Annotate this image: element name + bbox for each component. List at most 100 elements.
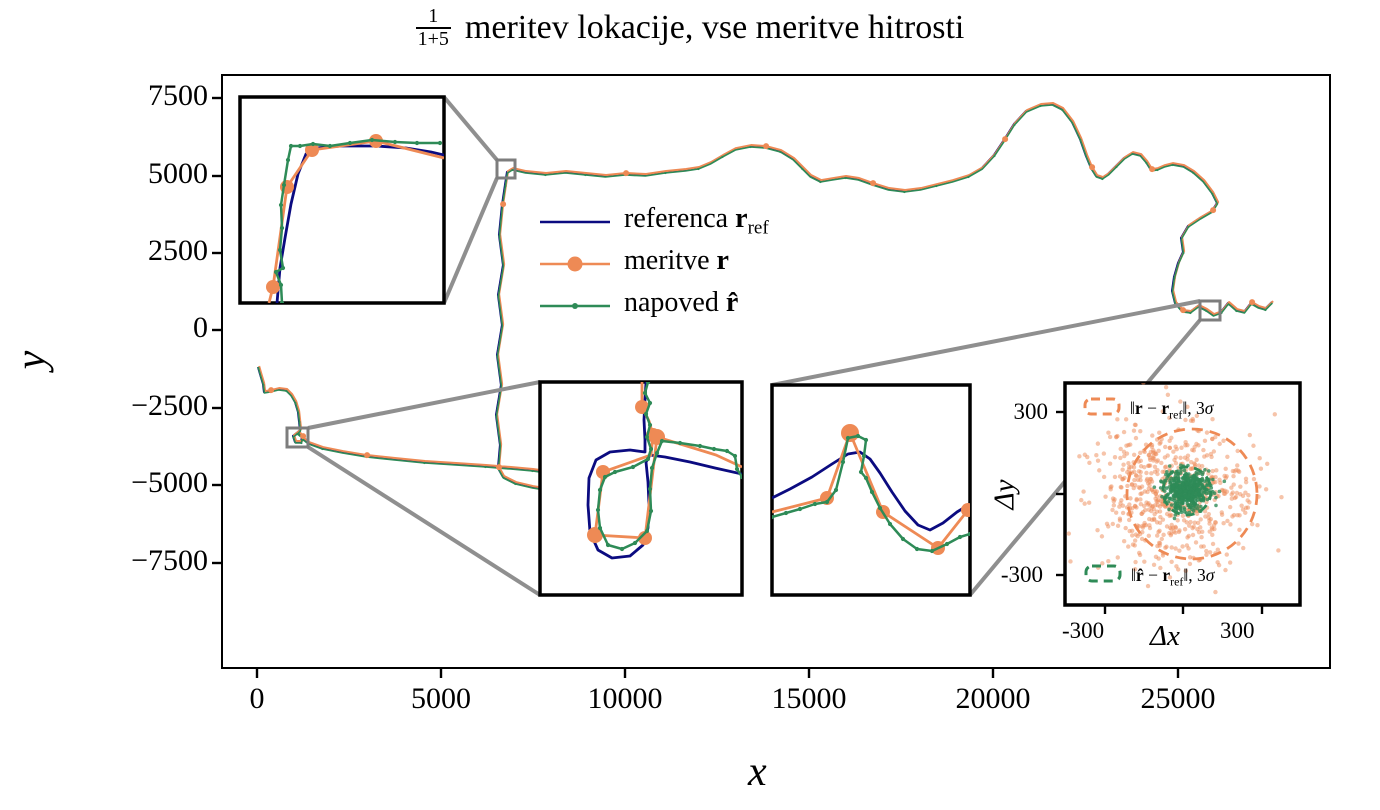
meritve-error-point bbox=[1190, 532, 1196, 538]
napoved-error-point bbox=[1187, 493, 1191, 497]
meritve-error-point bbox=[1151, 562, 1157, 567]
meritve-error-point bbox=[1110, 496, 1116, 501]
inset-napoved-marker bbox=[772, 514, 775, 520]
meritve-error-point bbox=[1180, 513, 1186, 519]
zoom-inset-content bbox=[772, 424, 970, 555]
meritve-error-point bbox=[1163, 444, 1168, 450]
napoved-marker bbox=[903, 190, 906, 194]
meritve-error-point bbox=[1145, 583, 1151, 589]
meritve-error-point bbox=[1107, 461, 1113, 466]
napoved-marker bbox=[484, 465, 487, 469]
napoved-error-point bbox=[1217, 489, 1222, 494]
meritve-error-point bbox=[1108, 487, 1113, 492]
meritve-error-point bbox=[1245, 498, 1250, 503]
meritve-error-point bbox=[1117, 474, 1123, 479]
napoved-error-point bbox=[1211, 477, 1215, 482]
meritve-error-point bbox=[1079, 497, 1084, 503]
meritve-error-point bbox=[1174, 564, 1179, 569]
napoved-error-point bbox=[1193, 506, 1197, 510]
inset-napoved-marker bbox=[900, 536, 906, 542]
inset-napoved-marker bbox=[845, 435, 851, 441]
meritve-error-point bbox=[1136, 524, 1142, 529]
meritve-error-point bbox=[1188, 519, 1193, 525]
zoom-inset-frame bbox=[238, 95, 446, 305]
title-fraction: 1 1+5 bbox=[415, 5, 451, 50]
meritve-error-point bbox=[1204, 548, 1209, 554]
error-ytick-bottom-label: -300 bbox=[1000, 562, 1043, 587]
meritve-error-point bbox=[1110, 507, 1115, 513]
napoved-marker bbox=[779, 150, 782, 154]
meritve-error-point bbox=[1213, 434, 1218, 440]
meritve-error-point bbox=[1230, 468, 1236, 474]
meritve-error-point bbox=[1150, 433, 1155, 438]
meritve-error-point bbox=[1224, 489, 1230, 494]
meritve-error-point bbox=[1217, 477, 1222, 482]
inset-napoved-marker bbox=[783, 510, 789, 516]
meritve-error-point bbox=[1132, 477, 1137, 483]
meritve-error-point bbox=[1101, 451, 1107, 456]
napoved-error-point bbox=[1183, 489, 1188, 494]
meritve-error-point bbox=[1199, 534, 1204, 540]
meritve-error-point bbox=[1115, 523, 1121, 529]
napoved-error-point bbox=[1204, 483, 1209, 488]
meritve-error-point bbox=[1123, 525, 1128, 531]
meritve-error-point bbox=[1087, 460, 1092, 466]
napoved-error-point bbox=[1189, 487, 1194, 492]
napoved-error-point bbox=[1176, 472, 1181, 476]
meritve-error-point bbox=[1118, 484, 1124, 490]
napoved-marker bbox=[497, 294, 500, 298]
meritve-error-point bbox=[1237, 527, 1242, 533]
meritve-error-point bbox=[1173, 546, 1178, 551]
inset-napoved-marker bbox=[677, 440, 683, 446]
meritve-error-point bbox=[1160, 553, 1166, 558]
napoved-error-point bbox=[1177, 485, 1182, 489]
meritve-error-point bbox=[1167, 415, 1172, 421]
meritve-error-point bbox=[1169, 559, 1174, 564]
meritve-error-point bbox=[1225, 518, 1230, 524]
meritve-error-point bbox=[1187, 555, 1193, 560]
meritve-error-point bbox=[1114, 434, 1119, 440]
legend-sample-big-dot bbox=[567, 256, 583, 272]
error-legend-napoved-label: ‖r̂ − rref‖, 3σ bbox=[1131, 565, 1215, 589]
inset-napoved-marker bbox=[824, 499, 830, 505]
inset-napoved-marker bbox=[833, 487, 839, 493]
meritve-error-point bbox=[1158, 498, 1164, 503]
napoved-error-point bbox=[1152, 485, 1157, 490]
napoved-marker bbox=[844, 176, 847, 180]
meritve-error-point bbox=[1140, 529, 1145, 535]
napoved-marker bbox=[1187, 225, 1190, 229]
napoved-marker bbox=[1192, 171, 1195, 175]
meritve-error-point bbox=[1127, 464, 1132, 470]
meritve-error-point bbox=[1149, 479, 1155, 484]
meritve-error-point bbox=[1238, 484, 1243, 489]
meritve-error-point bbox=[1192, 520, 1197, 525]
meritve-error-point bbox=[1121, 462, 1126, 467]
error-ytick-top-label: 300 bbox=[1013, 399, 1049, 424]
meritve-marker bbox=[1180, 307, 1187, 314]
napoved-error-point bbox=[1183, 494, 1187, 498]
meritve-error-point bbox=[1191, 448, 1197, 453]
meritve-error-point bbox=[1126, 517, 1132, 523]
inset-meritve-marker bbox=[305, 143, 319, 157]
meritve-error-point bbox=[1162, 465, 1168, 470]
napoved-error-point bbox=[1192, 480, 1196, 484]
meritve-error-point bbox=[1123, 417, 1129, 422]
y-tick-label: 7500 bbox=[148, 79, 208, 112]
meritve-error-point bbox=[1210, 532, 1215, 538]
meritve-error-point bbox=[1132, 567, 1138, 572]
meritve-error-point bbox=[1224, 552, 1229, 557]
inset-napoved-marker bbox=[644, 528, 650, 534]
meritve-error-point bbox=[1183, 568, 1188, 574]
meritve-error-point bbox=[1210, 541, 1216, 547]
napoved-marker bbox=[1039, 104, 1042, 108]
napoved-marker bbox=[664, 171, 667, 175]
meritve-marker bbox=[364, 452, 371, 459]
napoved-error-point bbox=[1195, 477, 1199, 482]
napoved-error-point bbox=[1179, 468, 1183, 473]
inset-napoved-marker bbox=[967, 531, 970, 537]
meritve-error-point bbox=[1173, 455, 1179, 460]
inset-meritve-marker bbox=[841, 424, 859, 442]
meritve-error-point bbox=[1180, 544, 1185, 549]
inset-napoved-marker bbox=[957, 534, 963, 540]
inset-napoved-marker bbox=[369, 137, 375, 143]
